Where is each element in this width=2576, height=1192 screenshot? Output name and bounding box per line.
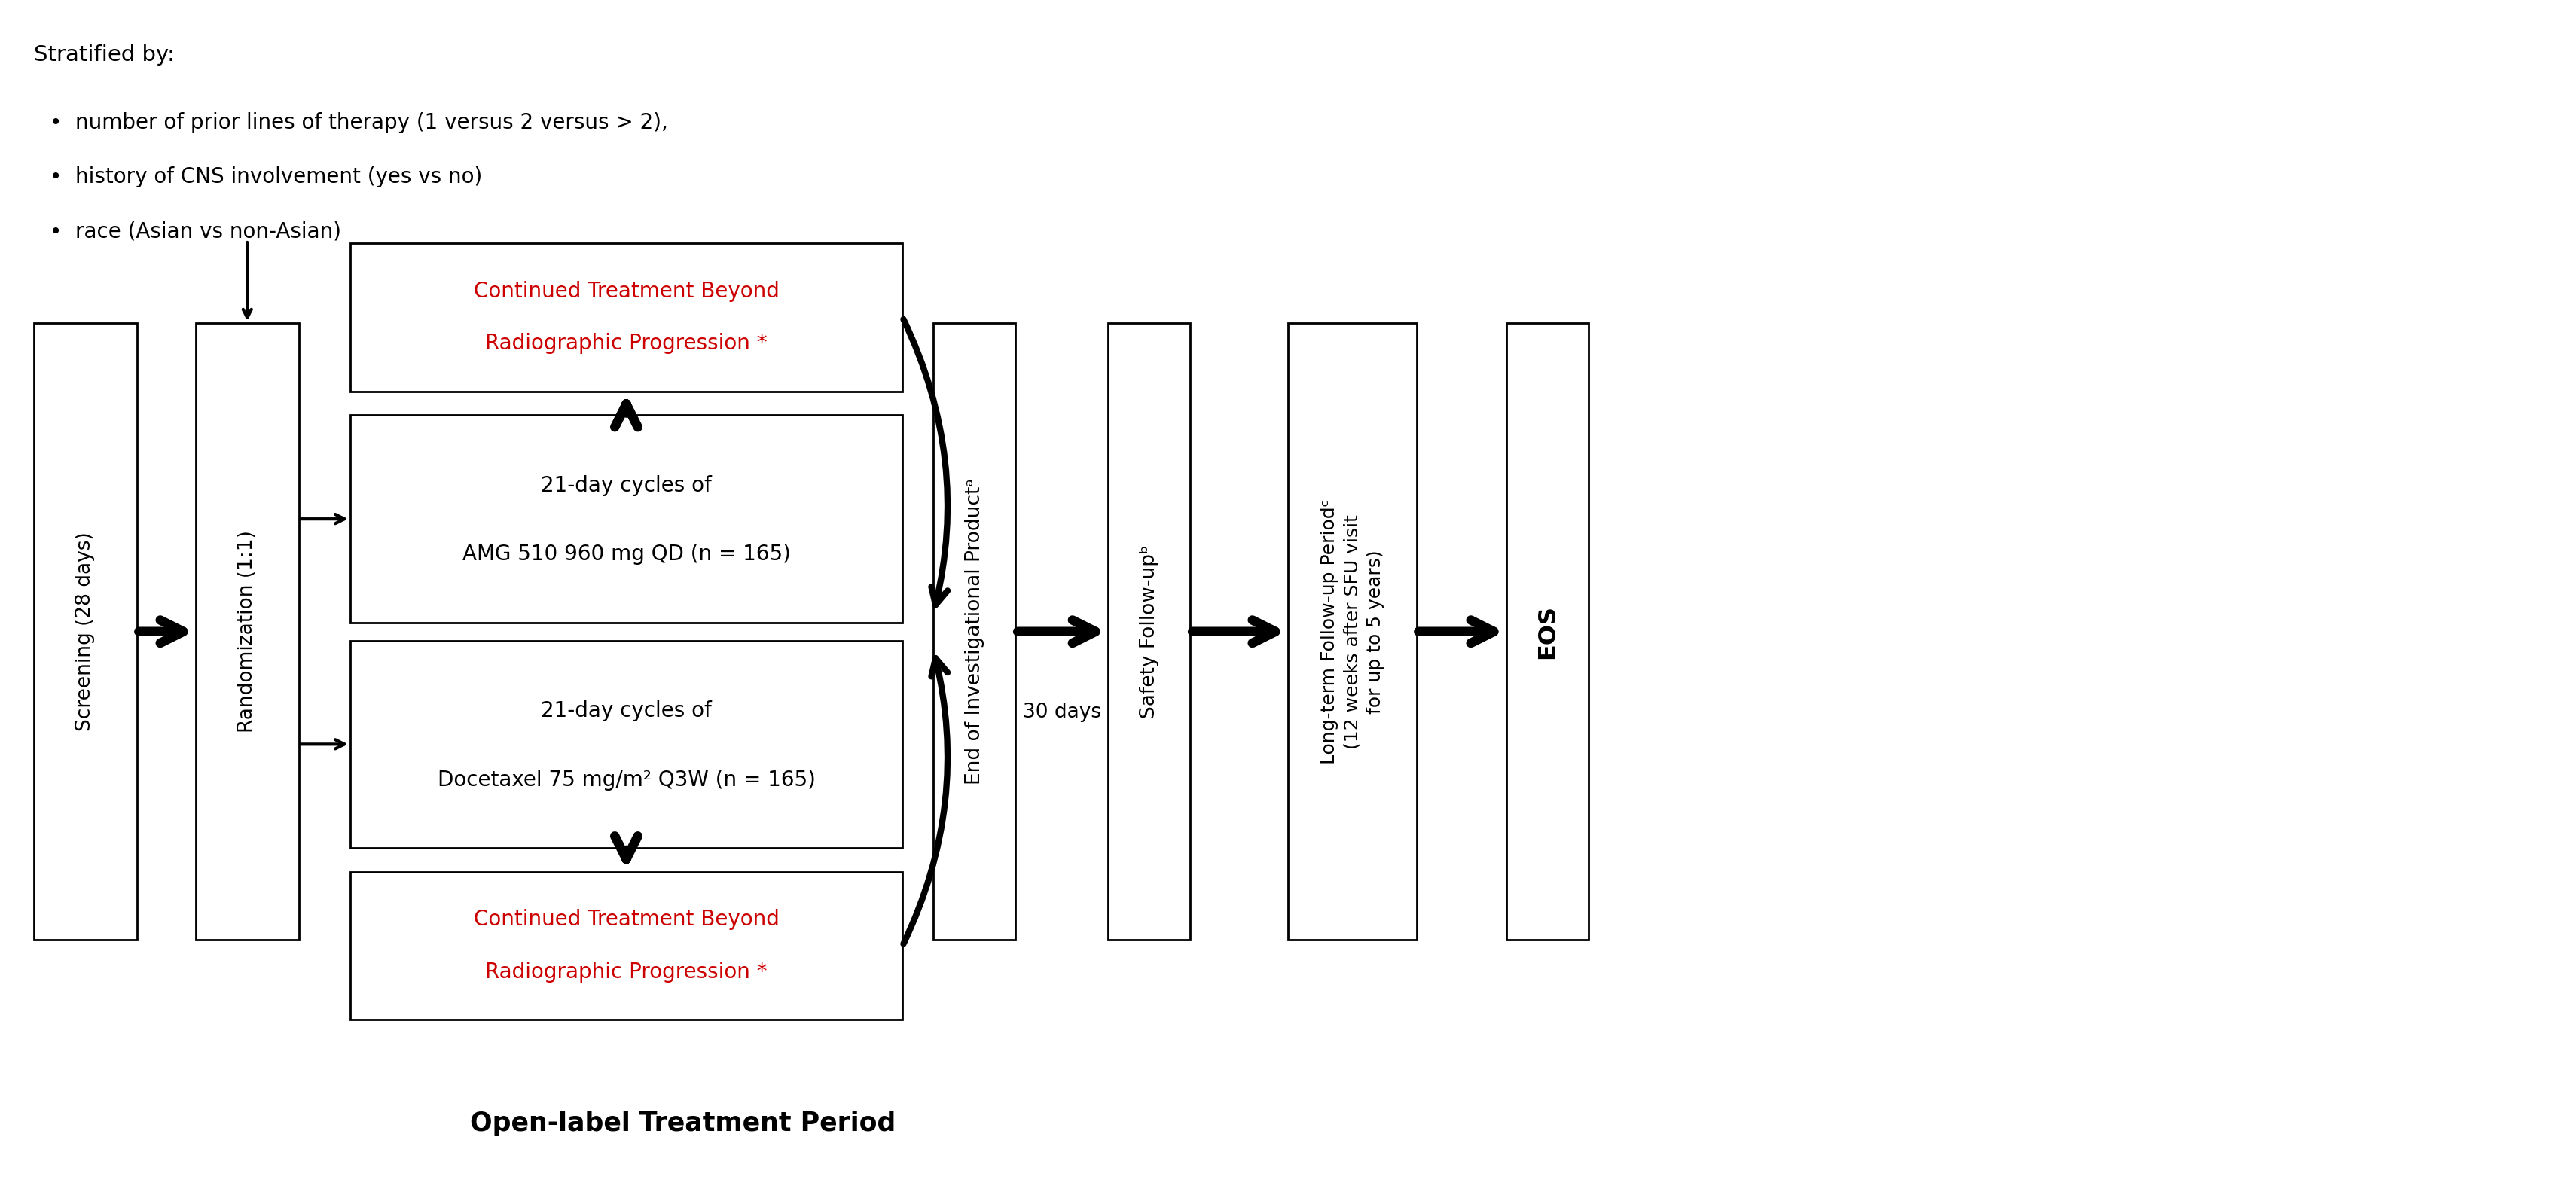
Bar	[1108, 323, 1190, 939]
Text: •  number of prior lines of therapy (1 versus 2 versus > 2),: • number of prior lines of therapy (1 ve…	[49, 112, 667, 134]
Text: Open-label Treatment Period: Open-label Treatment Period	[469, 1111, 896, 1136]
Text: Continued Treatment Beyond: Continued Treatment Beyond	[474, 909, 778, 930]
Text: 30 days: 30 days	[1023, 703, 1100, 722]
Text: Stratified by:: Stratified by:	[33, 44, 175, 66]
Text: •  history of CNS involvement (yes vs no): • history of CNS involvement (yes vs no)	[49, 167, 482, 188]
Text: Long-term Follow-up Periodᶜ
(12 weeks after SFU visit
for up to 5 years): Long-term Follow-up Periodᶜ (12 weeks af…	[1319, 499, 1383, 764]
Text: Radiographic Progression *: Radiographic Progression *	[484, 333, 768, 354]
Text: Screening (28 days): Screening (28 days)	[75, 532, 95, 731]
Bar	[350, 415, 902, 622]
Text: Safety Follow-upᵇ: Safety Follow-upᵇ	[1139, 545, 1159, 719]
Text: Docetaxel 75 mg/m² Q3W (n = 165): Docetaxel 75 mg/m² Q3W (n = 165)	[438, 769, 817, 790]
Text: AMG 510 960 mg QD (n = 165): AMG 510 960 mg QD (n = 165)	[461, 544, 791, 565]
Bar	[1288, 323, 1417, 939]
Text: End of Investigational Productᵃ: End of Investigational Productᵃ	[963, 478, 984, 784]
Bar	[933, 323, 1015, 939]
Bar	[350, 243, 902, 391]
Bar	[1507, 323, 1589, 939]
Text: Continued Treatment Beyond: Continued Treatment Beyond	[474, 281, 778, 302]
Bar	[350, 640, 902, 848]
Text: Radiographic Progression *: Radiographic Progression *	[484, 961, 768, 982]
Text: EOS: EOS	[1535, 604, 1558, 659]
Text: Randomization (1:1): Randomization (1:1)	[237, 530, 258, 733]
Text: •  race (Asian vs non-Asian): • race (Asian vs non-Asian)	[49, 222, 340, 242]
Text: 21-day cycles of: 21-day cycles of	[541, 476, 711, 496]
Bar	[196, 323, 299, 939]
Bar	[33, 323, 137, 939]
Text: 21-day cycles of: 21-day cycles of	[541, 701, 711, 721]
Bar	[350, 871, 902, 1020]
